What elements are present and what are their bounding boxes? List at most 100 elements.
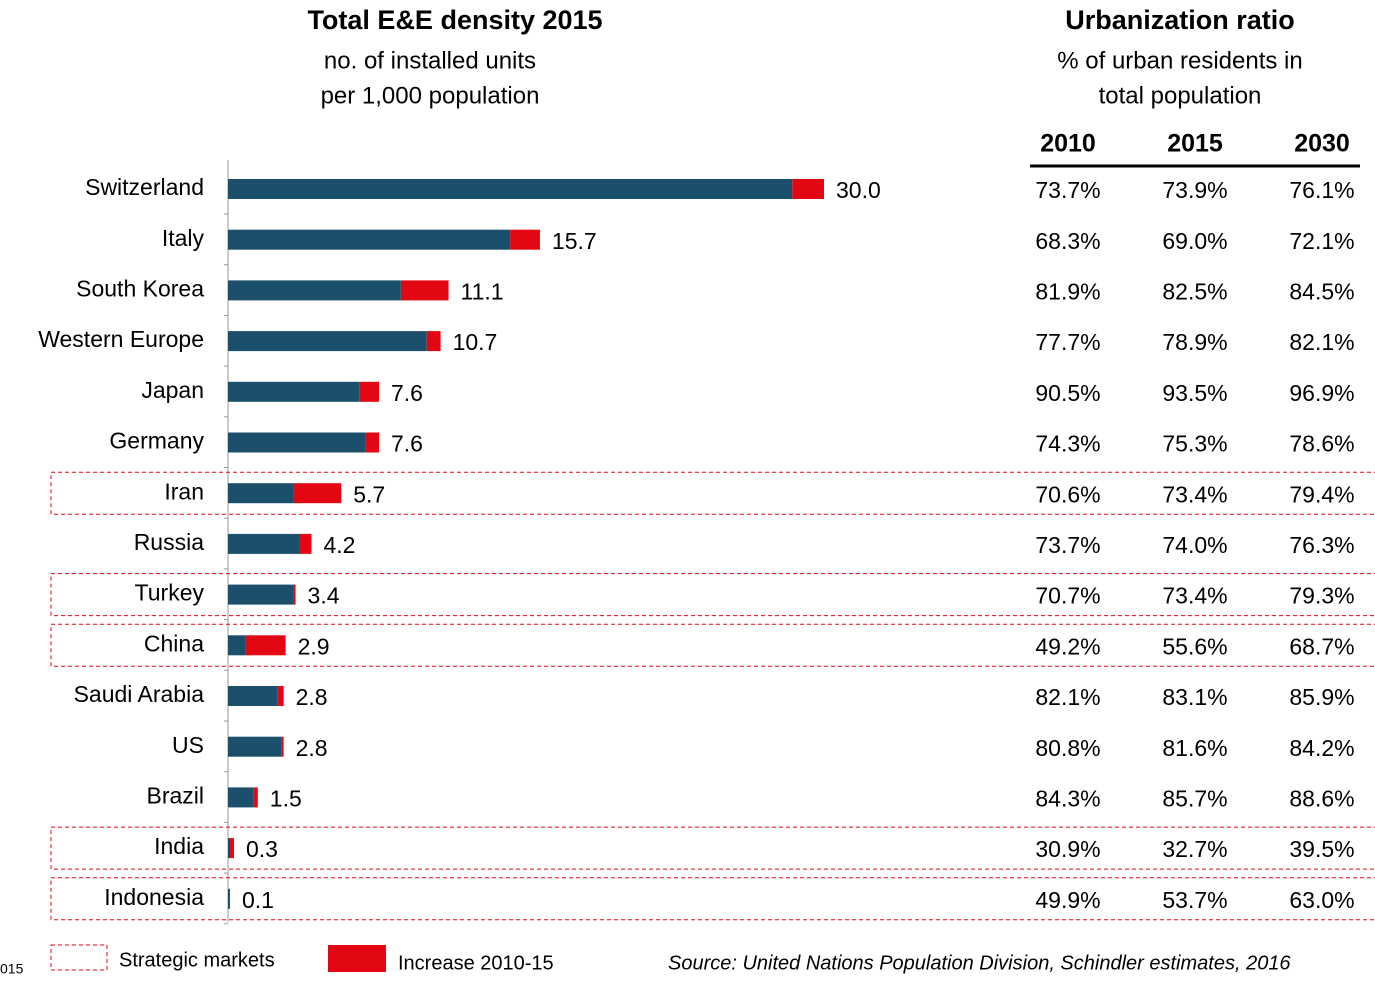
category-label: Italy bbox=[162, 225, 205, 251]
table-cell: 90.5% bbox=[1035, 380, 1100, 406]
chart-subtitle: no. of installed units bbox=[324, 47, 536, 74]
table-cell: 70.7% bbox=[1035, 583, 1100, 609]
table-cell: 30.9% bbox=[1035, 836, 1100, 862]
table-cell: 73.7% bbox=[1035, 532, 1100, 558]
value-label: 10.7 bbox=[453, 329, 498, 355]
table-subtitle: total population bbox=[1099, 82, 1262, 109]
table-cell: 79.4% bbox=[1289, 481, 1354, 507]
strategic-box bbox=[50, 471, 1375, 515]
column-header: 2030 bbox=[1294, 130, 1350, 158]
bar-segment bbox=[365, 432, 379, 453]
bar-segment bbox=[228, 787, 254, 808]
value-label: 2.9 bbox=[298, 633, 330, 659]
bar-segment bbox=[228, 584, 294, 605]
table-cell: 78.6% bbox=[1289, 431, 1354, 457]
bar-segment bbox=[228, 381, 360, 402]
value-label: 5.7 bbox=[353, 481, 385, 507]
chart-subtitle: per 1,000 population bbox=[321, 82, 540, 109]
strategic-box bbox=[50, 877, 1375, 921]
bar-segment bbox=[228, 331, 427, 352]
table-cell: 49.9% bbox=[1035, 887, 1100, 913]
bar-segment bbox=[228, 179, 793, 199]
table-cell: 39.5% bbox=[1289, 836, 1354, 862]
bar-segment bbox=[228, 888, 230, 909]
category-label: Russia bbox=[134, 529, 205, 555]
bar-segment bbox=[228, 280, 401, 301]
category-label: Brazil bbox=[146, 782, 204, 808]
bar-segment bbox=[253, 787, 258, 808]
bar-segment bbox=[299, 533, 312, 554]
table-cell: 81.9% bbox=[1035, 278, 1100, 304]
table-cell: 63.0% bbox=[1289, 887, 1354, 913]
table-cell: 85.9% bbox=[1289, 684, 1354, 710]
table-cell: 55.6% bbox=[1162, 633, 1227, 659]
table-cell: 82.1% bbox=[1289, 329, 1354, 355]
bar-segment bbox=[228, 838, 230, 859]
bar-segment bbox=[293, 483, 342, 504]
category-label: Iran bbox=[164, 478, 204, 504]
table-cell: 84.2% bbox=[1289, 735, 1354, 761]
table-cell: 77.7% bbox=[1035, 329, 1100, 355]
table-cell: 70.6% bbox=[1035, 481, 1100, 507]
category-label: China bbox=[144, 630, 204, 656]
category-label: South Korea bbox=[76, 275, 204, 301]
source: Source: United Nations Population Divisi… bbox=[668, 952, 1291, 974]
category-label: Turkey bbox=[135, 580, 205, 606]
bar-segment bbox=[792, 179, 824, 199]
value-label: 3.4 bbox=[308, 583, 340, 609]
bar-segment bbox=[510, 229, 540, 250]
bar-segment bbox=[228, 483, 294, 504]
category-label: India bbox=[154, 833, 204, 859]
value-label: 0.1 bbox=[242, 887, 274, 913]
category-label: Germany bbox=[109, 428, 204, 454]
chart-title: Total E&E density 2015 bbox=[307, 5, 602, 35]
value-label: 7.6 bbox=[391, 431, 423, 457]
strategic-box bbox=[50, 623, 1375, 667]
table-cell: 53.7% bbox=[1162, 887, 1227, 913]
table-cell: 68.3% bbox=[1035, 228, 1100, 254]
bar-segment bbox=[228, 432, 366, 453]
table-cell: 76.1% bbox=[1289, 177, 1354, 203]
value-label: 15.7 bbox=[552, 228, 597, 254]
table-cell: 83.1% bbox=[1162, 684, 1227, 710]
table-cell: 79.3% bbox=[1289, 583, 1354, 609]
table-cell: 72.1% bbox=[1289, 228, 1354, 254]
category-label: Switzerland bbox=[85, 174, 204, 200]
legend-label: Increase 2010-15 bbox=[398, 952, 554, 974]
bar-segment bbox=[277, 686, 284, 706]
bar-segment bbox=[228, 229, 511, 250]
bar-segment bbox=[228, 736, 282, 757]
table-cell: 85.7% bbox=[1162, 785, 1227, 811]
table-cell: 82.1% bbox=[1035, 684, 1100, 710]
bar-segment bbox=[281, 736, 284, 757]
bar-segment bbox=[400, 280, 449, 301]
bar-segment bbox=[228, 533, 300, 554]
value-label: 11.1 bbox=[461, 278, 504, 304]
table-cell: 82.5% bbox=[1162, 278, 1227, 304]
table-cell: 93.5% bbox=[1162, 380, 1227, 406]
bar-segment bbox=[229, 838, 234, 859]
value-label: 1.5 bbox=[270, 785, 302, 811]
table-cell: 84.3% bbox=[1035, 785, 1100, 811]
table-cell: 74.3% bbox=[1035, 431, 1100, 457]
legend-label: Strategic markets bbox=[119, 949, 275, 971]
category-label: Saudi Arabia bbox=[74, 681, 205, 707]
table-cell: 68.7% bbox=[1289, 633, 1354, 659]
strategic-box bbox=[50, 826, 1375, 870]
value-label: 0.3 bbox=[246, 836, 278, 862]
value-label: 30.0 bbox=[836, 177, 881, 203]
table-cell: 84.5% bbox=[1289, 278, 1354, 304]
category-label: Western Europe bbox=[38, 326, 204, 352]
category-label: US bbox=[172, 732, 204, 758]
footnote: 015 bbox=[0, 961, 24, 977]
legend-strategic-swatch bbox=[50, 944, 108, 971]
table-cell: 76.3% bbox=[1289, 532, 1354, 558]
table-cell: 73.4% bbox=[1162, 583, 1227, 609]
table-cell: 78.9% bbox=[1162, 329, 1227, 355]
table-cell: 49.2% bbox=[1035, 633, 1100, 659]
table-title: Urbanization ratio bbox=[1065, 5, 1295, 35]
value-label: 4.2 bbox=[323, 532, 355, 558]
value-label: 2.8 bbox=[296, 735, 328, 761]
table-cell: 73.4% bbox=[1162, 481, 1227, 507]
